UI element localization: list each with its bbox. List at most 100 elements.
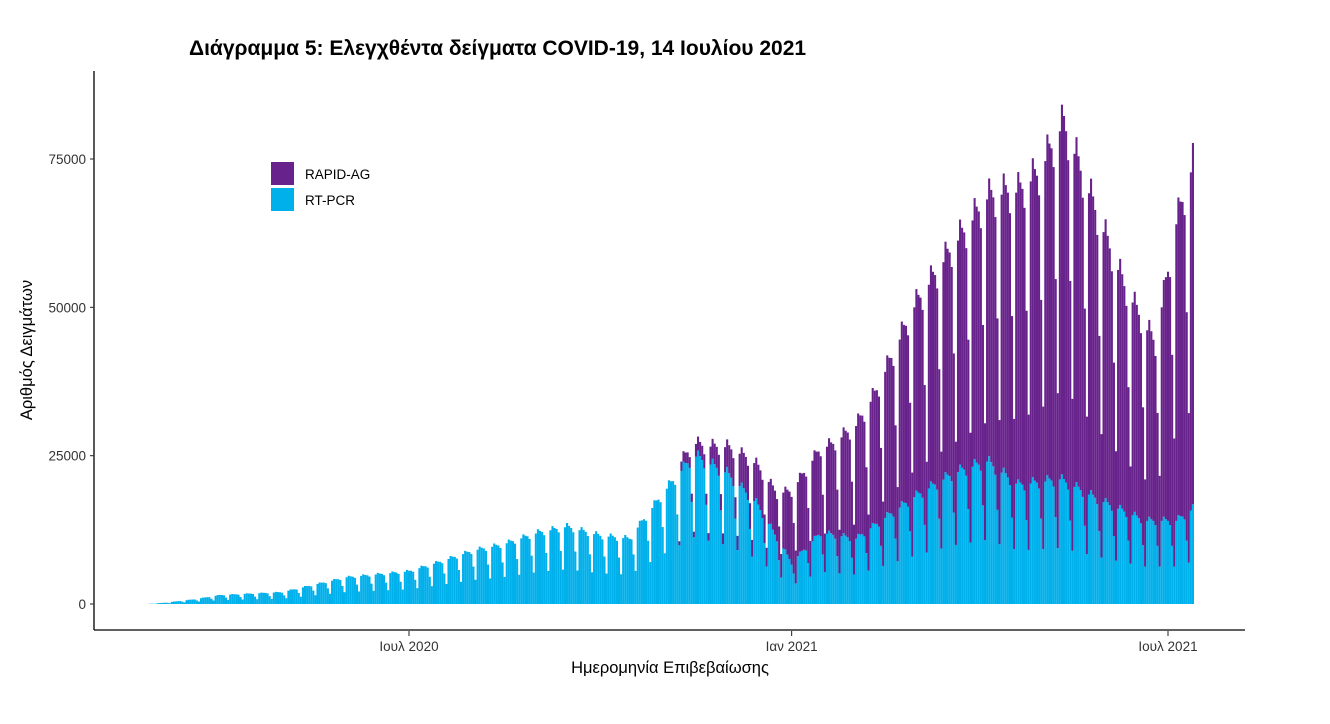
bar-rt-pcr bbox=[965, 475, 968, 604]
bar-rapid-ag bbox=[707, 533, 710, 541]
bar-rt-pcr bbox=[844, 535, 847, 604]
bar-rapid-ag bbox=[904, 325, 908, 504]
bar-rt-pcr bbox=[370, 583, 373, 604]
bar-rt-pcr bbox=[503, 576, 506, 604]
bar-rt-pcr bbox=[632, 554, 635, 604]
y-axis-title: Αριθμός Δειγμάτων bbox=[18, 280, 36, 420]
bar-rapid-ag bbox=[936, 288, 939, 490]
bar-rt-pcr bbox=[1185, 540, 1188, 604]
bar-rapid-ag bbox=[1081, 197, 1084, 497]
bar-rt-pcr bbox=[838, 573, 841, 604]
bar-rt-pcr bbox=[686, 463, 689, 604]
y-tick-label: 25000 bbox=[48, 449, 86, 464]
bar-rapid-ag bbox=[688, 457, 691, 468]
bar-rt-pcr bbox=[682, 461, 685, 604]
bar-rapid-ag bbox=[880, 447, 883, 546]
bar-rapid-ag bbox=[1146, 330, 1149, 521]
bar-rt-pcr bbox=[193, 599, 196, 604]
bar-rapid-ag bbox=[986, 199, 989, 462]
bar-rt-pcr bbox=[724, 472, 727, 604]
bar-rt-pcr bbox=[285, 598, 288, 604]
bar-rapid-ag bbox=[1166, 271, 1170, 521]
bar-rt-pcr bbox=[249, 593, 252, 604]
bar-rt-pcr bbox=[312, 590, 315, 604]
bar-rt-pcr bbox=[1125, 517, 1128, 604]
bar-rapid-ag bbox=[892, 365, 895, 517]
bar-rt-pcr bbox=[1027, 549, 1030, 604]
bar-rt-pcr bbox=[443, 573, 446, 604]
bar-rt-pcr bbox=[453, 556, 456, 604]
bar-rt-pcr bbox=[168, 603, 171, 604]
bar-rt-pcr bbox=[166, 602, 169, 604]
bar-rapid-ag bbox=[873, 390, 876, 524]
bar-rt-pcr bbox=[156, 603, 159, 604]
bar-rt-pcr bbox=[351, 576, 354, 604]
bar-rt-pcr bbox=[372, 590, 375, 604]
bar-rapid-ag bbox=[769, 478, 772, 524]
bar-rt-pcr bbox=[915, 490, 918, 604]
bar-rapid-ag bbox=[1148, 319, 1151, 517]
bar-rt-pcr bbox=[584, 531, 587, 604]
bar-rt-pcr bbox=[366, 575, 369, 604]
bar-rapid-ag bbox=[929, 265, 932, 482]
bar-rapid-ag bbox=[1117, 269, 1120, 509]
bar-rt-pcr bbox=[1029, 483, 1032, 604]
bar-rt-pcr bbox=[551, 526, 554, 605]
bar-rt-pcr bbox=[555, 528, 558, 604]
y-ticks: 0 25000 50000 75000 bbox=[48, 152, 94, 612]
bar-rapid-ag bbox=[1002, 173, 1005, 468]
bar-rt-pcr bbox=[923, 524, 926, 604]
bar-rt-pcr bbox=[990, 461, 993, 604]
bar-rapid-ag bbox=[786, 489, 789, 555]
bar-rt-pcr bbox=[636, 527, 639, 604]
bar-rt-pcr bbox=[243, 593, 246, 604]
bar-rt-pcr bbox=[1102, 502, 1105, 604]
bar-rt-pcr bbox=[1177, 515, 1180, 604]
bar-rapid-ag bbox=[1021, 188, 1024, 485]
bar-rt-pcr bbox=[158, 603, 161, 604]
bar-rt-pcr bbox=[401, 589, 404, 604]
bar-rapid-ag bbox=[902, 324, 905, 503]
bar-rapid-ag bbox=[705, 493, 708, 505]
bar-rt-pcr bbox=[769, 523, 772, 604]
bar-rt-pcr bbox=[796, 556, 799, 604]
bar-rt-pcr bbox=[410, 570, 413, 604]
bar-rt-pcr bbox=[726, 466, 729, 604]
bar-rt-pcr bbox=[320, 582, 323, 604]
bar-rt-pcr bbox=[1119, 504, 1122, 604]
bar-rt-pcr bbox=[245, 593, 248, 604]
bar-rapid-ag bbox=[763, 514, 766, 544]
bar-rapid-ag bbox=[950, 266, 953, 482]
bar-rt-pcr bbox=[1129, 563, 1132, 604]
bar-rt-pcr bbox=[501, 562, 504, 604]
bar-rapid-ag bbox=[1000, 194, 1003, 473]
bar-rapid-ag bbox=[1044, 161, 1047, 482]
bar-rt-pcr bbox=[337, 579, 340, 604]
bar-rt-pcr bbox=[1171, 545, 1174, 604]
bar-rt-pcr bbox=[293, 589, 296, 604]
bar-rapid-ag bbox=[1035, 175, 1039, 483]
bar-rt-pcr bbox=[514, 543, 517, 604]
bar-rt-pcr bbox=[472, 566, 475, 604]
bar-rt-pcr bbox=[1135, 515, 1138, 604]
bar-rt-pcr bbox=[301, 587, 304, 604]
bar-rapid-ag bbox=[1060, 104, 1063, 475]
bar-rapid-ag bbox=[1169, 277, 1172, 526]
bar-rt-pcr bbox=[694, 456, 697, 604]
bar-rt-pcr bbox=[757, 504, 760, 604]
bar-rt-pcr bbox=[197, 601, 201, 604]
bar-rapid-ag bbox=[798, 472, 801, 552]
bar-rt-pcr bbox=[740, 482, 743, 604]
bar-rt-pcr bbox=[607, 536, 610, 604]
bar-rt-pcr bbox=[855, 538, 858, 604]
bar-rt-pcr bbox=[611, 535, 614, 604]
bar-rt-pcr bbox=[1179, 516, 1182, 604]
bar-rt-pcr bbox=[1098, 531, 1101, 604]
bar-rt-pcr bbox=[767, 524, 770, 604]
bar-rt-pcr bbox=[986, 461, 989, 604]
bar-rt-pcr bbox=[669, 481, 673, 604]
bar-rt-pcr bbox=[349, 576, 352, 604]
bar-rt-pcr bbox=[963, 469, 966, 604]
bar-rapid-ag bbox=[761, 479, 764, 519]
bar-rt-pcr bbox=[859, 534, 862, 604]
